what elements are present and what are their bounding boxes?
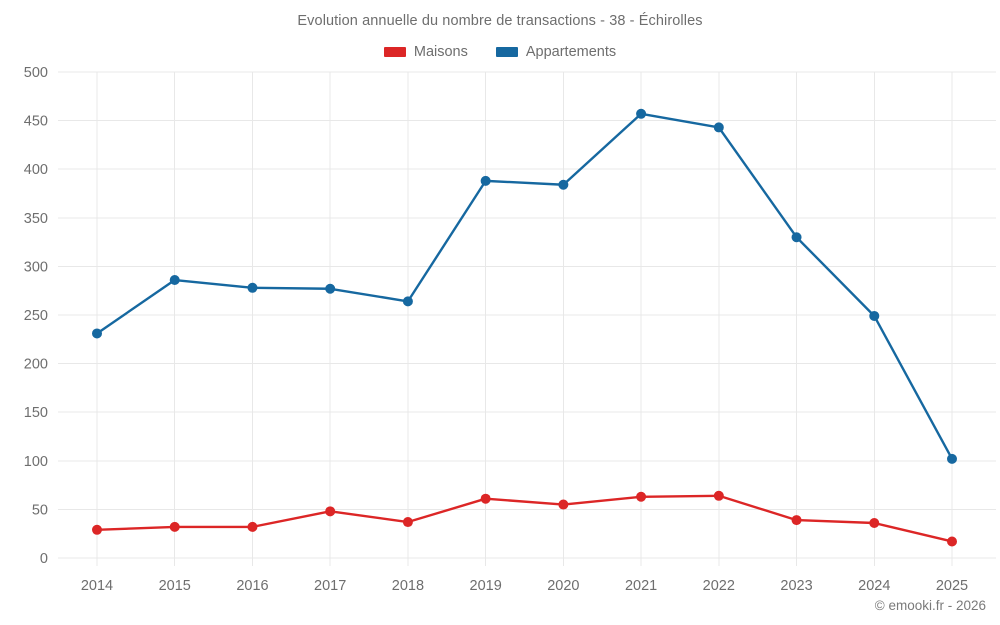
x-axis-tick-label: 2016 [236, 578, 268, 594]
y-axis-tick-label: 150 [24, 405, 48, 421]
data-point-marker[interactable] [947, 453, 957, 464]
data-point-marker[interactable] [169, 521, 180, 532]
data-point-marker[interactable] [791, 232, 802, 243]
data-point-marker[interactable] [480, 175, 491, 186]
y-axis-tick-label: 50 [32, 502, 48, 518]
x-axis-tick-label: 2015 [159, 578, 191, 594]
data-point-marker[interactable] [247, 521, 258, 532]
y-axis-tick-label: 450 [24, 114, 48, 130]
data-point-marker[interactable] [402, 517, 413, 528]
x-axis-tick-label: 2025 [936, 578, 968, 594]
x-axis-tick-label: 2021 [625, 578, 657, 594]
data-point-marker[interactable] [713, 122, 724, 133]
y-axis-tick-label: 350 [24, 211, 48, 227]
data-point-marker[interactable] [402, 296, 413, 307]
x-axis-tick-label: 2022 [703, 578, 735, 594]
x-axis-tick-label: 2024 [858, 578, 890, 594]
y-axis-tick-label: 200 [24, 357, 48, 373]
legend-swatch-appartements [495, 47, 518, 57]
series-line-appartements [95, 112, 954, 461]
x-axis-tick-label: 2017 [314, 578, 346, 594]
x-axis-tick-label: 2014 [81, 578, 113, 594]
data-point-marker[interactable] [947, 536, 957, 547]
data-point-marker[interactable] [92, 524, 102, 535]
gridlines [58, 71, 996, 566]
series-line-maisons [95, 494, 954, 543]
legend-item-appartements[interactable]: Appartements [495, 44, 617, 60]
y-axis-tick-label: 500 [24, 65, 48, 81]
data-point-marker[interactable] [558, 179, 569, 190]
y-axis-tick-label: 300 [24, 259, 48, 275]
y-axis-tick-label: 100 [24, 454, 48, 470]
y-axis-tick-label: 250 [24, 308, 48, 324]
x-axis-tick-label: 2019 [470, 578, 502, 594]
legend-item-maisons[interactable]: Maisons [383, 44, 468, 60]
legend-label-maisons: Maisons [413, 44, 468, 60]
data-point-marker[interactable] [713, 490, 724, 501]
data-point-marker[interactable] [636, 108, 647, 119]
data-point-marker[interactable] [325, 506, 336, 517]
x-axis-tick-label: 2018 [392, 578, 424, 594]
data-point-marker[interactable] [325, 283, 336, 294]
x-axis-labels: 2014 2015 2016 2017 2018 2019 2020 2021 2022 2023… [81, 578, 968, 594]
data-point-marker[interactable] [247, 282, 258, 293]
legend-label-appartements: Appartements [525, 44, 617, 60]
chart-legend: Maisons Appartements [0, 44, 1000, 60]
copyright-credit: © emooki.fr - 2026 [874, 598, 986, 613]
data-point-marker[interactable] [869, 310, 880, 321]
legend-swatch-maisons [383, 47, 406, 57]
x-axis-tick-label: 2023 [780, 578, 812, 594]
y-axis-tick-label: 0 [40, 551, 48, 567]
data-point-marker[interactable] [558, 499, 569, 510]
chart-title: Evolution annuelle du nombre de transact… [297, 13, 703, 29]
data-point-marker[interactable] [169, 275, 180, 286]
x-axis-tick-label: 2020 [547, 578, 579, 594]
data-point-marker[interactable] [92, 328, 102, 339]
data-point-marker[interactable] [480, 493, 491, 504]
data-series [92, 108, 957, 547]
y-axis-tick-label: 400 [24, 162, 48, 178]
data-point-marker[interactable] [636, 491, 647, 502]
data-point-marker[interactable] [869, 518, 880, 529]
data-point-marker[interactable] [791, 515, 802, 526]
y-axis-labels: 0 50 100 150 200 250 300 350 400 450 500 [24, 65, 48, 567]
